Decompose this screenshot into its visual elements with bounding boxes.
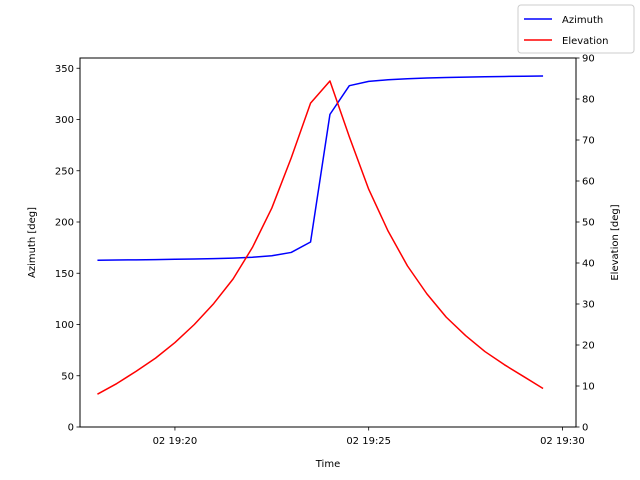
left-y-axis-title: Azimuth [deg] (27, 207, 38, 278)
plot-lines (97, 75, 544, 395)
left-y-tick-label: 250 (55, 166, 74, 177)
left-y-tick-label: 200 (55, 218, 74, 229)
left-y-axis-ticks: 0 50 100 150 200 250 300 350 (55, 64, 80, 434)
right-y-tick-label: 60 (582, 177, 595, 188)
x-tick-label: 02 19:25 (346, 436, 391, 447)
right-y-tick-label: 50 (582, 218, 595, 229)
right-y-tick-label: 0 (582, 423, 588, 434)
right-y-tick-label: 70 (582, 136, 595, 147)
right-y-axis-ticks: 0 10 20 30 40 50 60 70 80 90 (576, 54, 595, 434)
left-y-tick-label: 300 (55, 115, 74, 126)
left-y-tick-label: 350 (55, 64, 74, 75)
x-tick-label: 02 19:20 (153, 436, 198, 447)
left-y-tick-label: 50 (61, 371, 74, 382)
legend-box (517, 4, 635, 54)
left-y-tick-label: 0 (68, 423, 74, 434)
series-line-elevation (97, 80, 544, 395)
right-y-tick-label: 40 (582, 259, 595, 270)
right-y-tick-label: 30 (582, 300, 595, 311)
x-axis-title: Time (315, 459, 340, 470)
legend: Azimuth Elevation (517, 4, 635, 54)
right-y-axis-title: Elevation [deg] (610, 204, 621, 280)
right-y-tick-label: 90 (582, 54, 595, 65)
legend-label-azimuth: Azimuth (562, 15, 603, 26)
right-y-tick-label: 80 (582, 95, 595, 106)
x-axis-ticks: 02 19:20 02 19:25 02 19:30 (153, 427, 585, 447)
left-y-tick-label: 100 (55, 320, 74, 331)
legend-label-elevation: Elevation (562, 36, 608, 47)
left-y-tick-label: 150 (55, 269, 74, 280)
series-line-azimuth (97, 75, 544, 261)
right-y-tick-label: 20 (582, 341, 595, 352)
axes-frame (79, 57, 577, 428)
x-tick-label: 02 19:30 (540, 436, 585, 447)
right-y-tick-label: 10 (582, 382, 595, 393)
